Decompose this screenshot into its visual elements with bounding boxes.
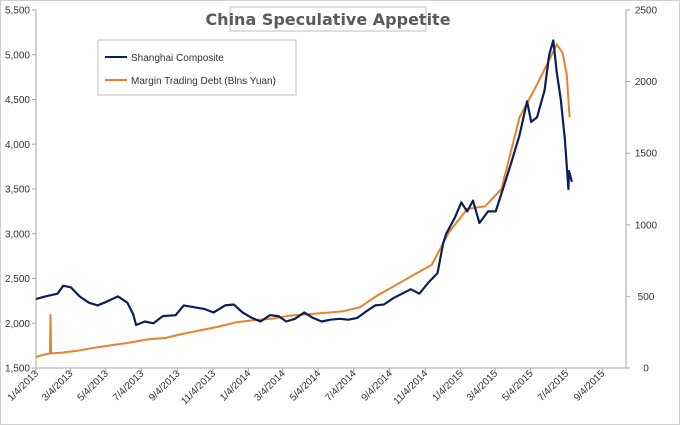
right-y-tick-label: 2000 bbox=[635, 77, 658, 88]
left-y-tick-label: 1,500 bbox=[5, 364, 30, 375]
legend-box bbox=[97, 39, 297, 96]
right-y-tick-label: 2500 bbox=[635, 6, 658, 17]
left-y-tick-label: 2,500 bbox=[5, 274, 30, 285]
right-y-tick-label: 1500 bbox=[635, 149, 658, 160]
left-y-tick-label: 5,000 bbox=[5, 50, 30, 61]
left-y-tick-label: 4,500 bbox=[5, 95, 30, 106]
right-y-tick-label: 1000 bbox=[635, 220, 658, 231]
right-y-tick-label: 0 bbox=[643, 364, 649, 375]
chart-title: China Speculative Appetite bbox=[205, 10, 450, 29]
left-y-tick-label: 2,000 bbox=[5, 319, 30, 330]
chart-title-box bbox=[229, 6, 427, 32]
left-y-tick-label: 3,000 bbox=[5, 229, 30, 240]
axes bbox=[32, 9, 630, 372]
left-y-tick-label: 3,500 bbox=[5, 185, 30, 196]
series-line-shanghai-composite bbox=[35, 39, 573, 327]
series-line-margin-debt bbox=[35, 43, 571, 358]
right-y-tick-label: 500 bbox=[638, 292, 655, 303]
series-lines bbox=[35, 39, 573, 358]
chart-title-group: China Speculative Appetite bbox=[205, 6, 451, 32]
legend-label-margin-debt: Margin Trading Debt (Blns Yuan) bbox=[131, 76, 276, 87]
legend: Shanghai Composite Margin Trading Debt (… bbox=[97, 39, 297, 96]
left-y-tick-label: 4,000 bbox=[5, 140, 30, 151]
left-y-tick-label: 5,500 bbox=[5, 6, 30, 17]
legend-label-shanghai-composite: Shanghai Composite bbox=[131, 53, 224, 64]
